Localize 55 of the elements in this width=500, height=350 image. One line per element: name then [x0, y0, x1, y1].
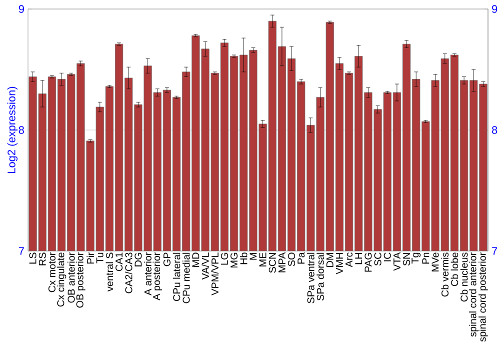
- x-tick-label: OB posterior: [76, 252, 86, 308]
- x-tick-label: CPu lateral: [172, 252, 180, 301]
- x-tick-label: SN: [403, 253, 410, 266]
- x-tick-label: Cb vermis: [441, 252, 449, 297]
- x-tick-label: MG: [230, 252, 238, 268]
- x-tick-label: DG: [134, 252, 142, 266]
- x-tick-label: MVe: [432, 252, 439, 272]
- x-tick-label: SCN: [268, 253, 276, 273]
- x-tick-label: DM: [326, 253, 334, 267]
- x-tick-label: A posterior: [152, 252, 162, 300]
- x-tick-label: Hb: [240, 252, 248, 264]
- x-tick-label: OB anterior: [67, 252, 75, 303]
- x-tick-label: Tu: [96, 252, 104, 264]
- x-tick-label: MD: [192, 252, 200, 267]
- x-tick-label: VPM/VPL: [211, 252, 219, 296]
- x-tick-label: LS: [29, 252, 36, 264]
- y2-tick-label: 8: [492, 126, 498, 134]
- x-tick-label: A anterior: [144, 252, 152, 296]
- y2-tick-label: 9: [492, 5, 498, 13]
- x-tick-label: Pir: [86, 252, 94, 264]
- x-tick-label: Cx cingulate: [56, 252, 66, 307]
- x-tick-label: CPu medial: [182, 252, 190, 304]
- x-tick-label: LG: [220, 252, 228, 265]
- x-tick-label: Cb nucleus: [460, 252, 468, 302]
- x-tick-label: SO: [288, 252, 296, 266]
- x-tick-label: Cb lobe: [450, 252, 458, 286]
- x-tick-label: VMH: [336, 253, 343, 274]
- x-tick-label: Pa: [298, 252, 305, 264]
- x-tick-label: PAG: [364, 252, 372, 272]
- x-tick-label: LH: [355, 253, 362, 264]
- x-tick-label: Arc: [346, 252, 353, 268]
- x-tick-label: CA1: [116, 252, 123, 272]
- y-tick-label: 8: [18, 126, 24, 134]
- x-tick-label: VA/VL: [202, 252, 209, 280]
- y-tick-label: 7: [18, 247, 24, 255]
- x-tick-label: ME: [259, 252, 266, 266]
- x-tick-label: SC: [374, 252, 382, 266]
- x-tick-label: GP: [163, 252, 170, 266]
- x-tick-label: spinal cord anterior: [468, 252, 478, 337]
- x-tick-label: CA2/CA3: [124, 252, 132, 294]
- x-tick-label: MPA: [278, 252, 286, 272]
- y2-tick-label: 7: [492, 247, 498, 255]
- y-axis-title: Log2 (expression): [7, 86, 18, 173]
- x-tick-label: M: [250, 253, 257, 260]
- x-tick-label: SPa ventral: [307, 252, 314, 304]
- x-tick-label: SPa dorsal: [316, 252, 324, 300]
- x-tick-label: RS: [38, 252, 46, 266]
- x-tick-label: VTA: [394, 252, 400, 271]
- x-tick-label: spinal cord posterior: [478, 252, 488, 342]
- y-tick-label: 9: [18, 5, 24, 13]
- x-tick-label: Cx motor: [48, 252, 56, 292]
- x-tick-label: Pn: [422, 252, 430, 264]
- x-tick-label: Tg: [412, 252, 421, 264]
- x-tick-label: IC: [384, 252, 391, 262]
- x-tick-label: ventral S: [106, 252, 114, 292]
